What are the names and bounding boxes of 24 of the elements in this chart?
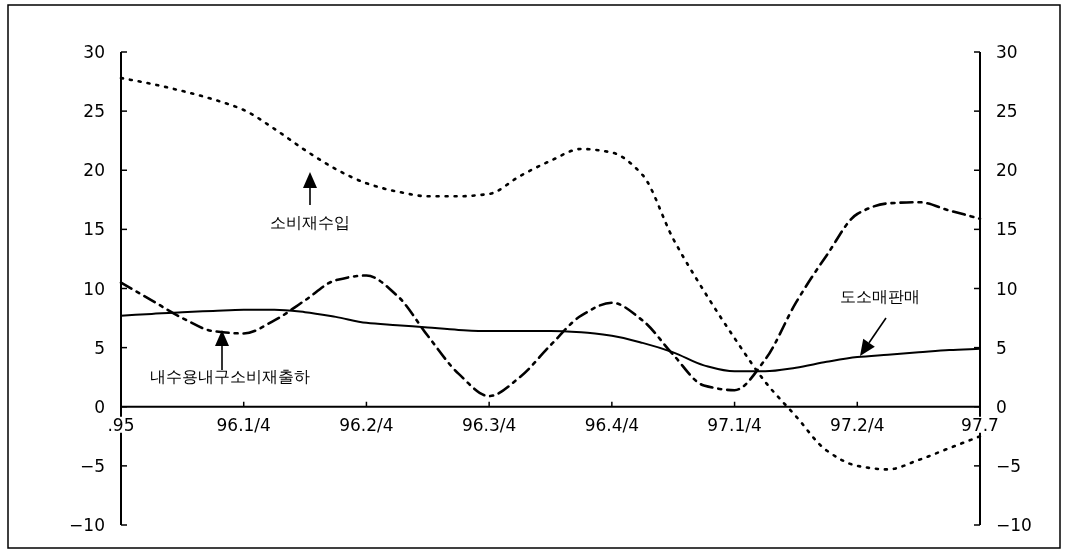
y2-tick-label: 5 [996, 337, 1007, 358]
y-tick-label: 10 [83, 278, 105, 299]
y2-tick-label: −5 [996, 455, 1022, 476]
y-tick-label: 20 [83, 160, 105, 181]
annotation: 소비재수입 [270, 213, 350, 232]
y-tick-label: 0 [94, 396, 105, 417]
y-tick-label: 15 [83, 219, 105, 240]
annotation: 도소매판매 [840, 287, 920, 356]
y2-tick-label: 15 [996, 219, 1018, 240]
y-tick-label: 30 [83, 42, 105, 62]
y2-tick-label: 25 [996, 101, 1018, 122]
y-tick-label: −5 [79, 455, 105, 476]
annotation: 소비재수입 [270, 172, 350, 232]
y-tick-label: −10 [69, 515, 105, 535]
annotation: 도소매판매 [840, 287, 920, 306]
y2-tick-label: 0 [996, 396, 1007, 417]
y2-tick-label: −10 [996, 515, 1032, 535]
annotation: 내수용내구소비재출하 [150, 330, 310, 386]
annotation: 내수용내구소비재출하 [150, 367, 310, 386]
y2-tick-label: 30 [996, 42, 1018, 62]
y-tick-label: 25 [83, 101, 105, 122]
y-tick-label: 5 [94, 337, 105, 358]
y2-tick-label: 10 [996, 278, 1018, 299]
y2-tick-label: 20 [996, 160, 1018, 181]
